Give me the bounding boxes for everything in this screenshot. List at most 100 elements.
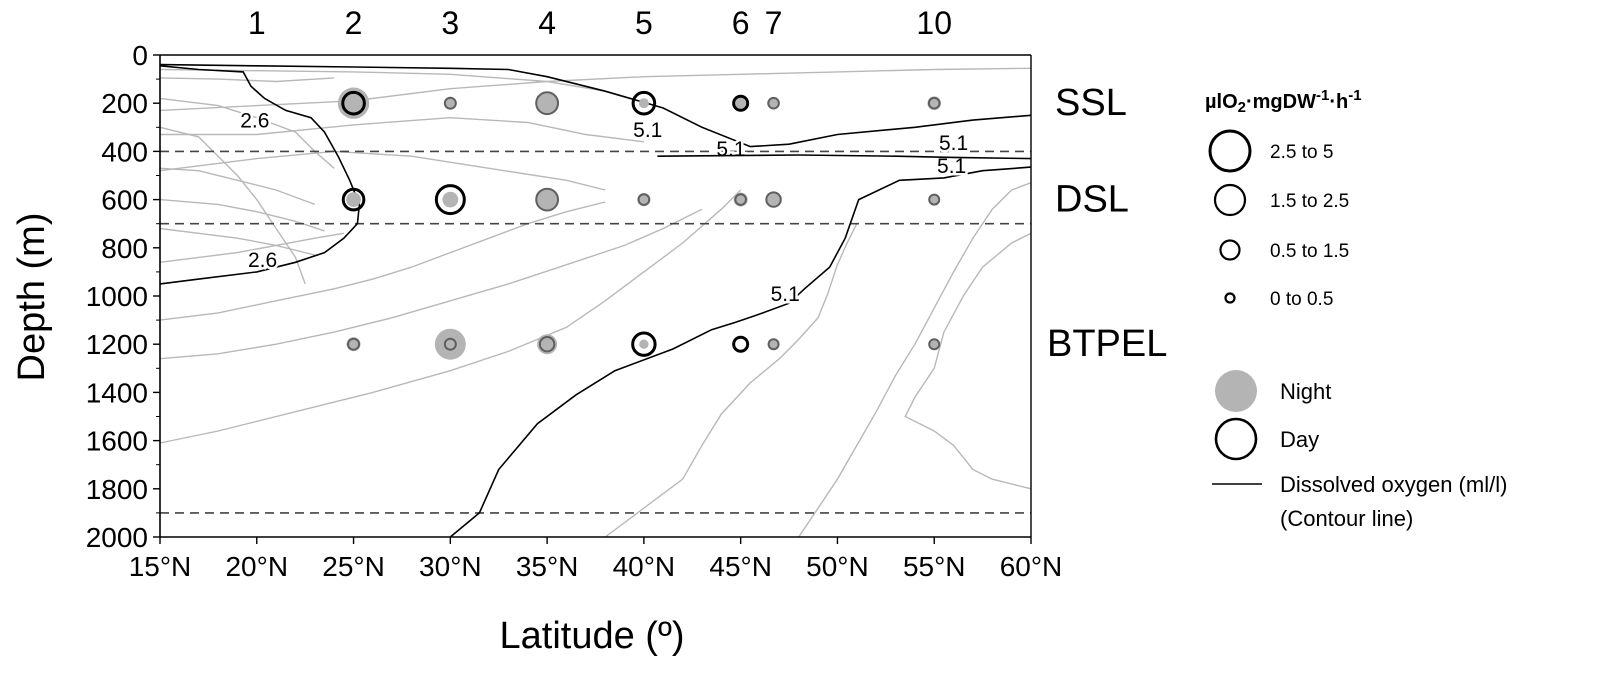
x-tick-label-5: 40°N xyxy=(613,551,676,582)
background-contour-0 xyxy=(159,126,306,285)
legend-size-label-3: 0 to 0.5 xyxy=(1270,289,1333,310)
station-label-4: 4 xyxy=(538,5,556,41)
y-tick-label-1: 200 xyxy=(101,88,148,119)
station-label-2: 2 xyxy=(345,5,363,41)
contour-label-2-2: 5.1 xyxy=(939,132,968,155)
night-bubble-17 xyxy=(639,339,649,349)
station-label-6: 6 xyxy=(732,5,750,41)
layer-boundary-lines xyxy=(160,150,1031,514)
legend-size-label-2: 0.5 to 1.5 xyxy=(1270,241,1349,262)
legend-size-label-1: 1.5 to 2.5 xyxy=(1270,191,1349,212)
day-bubble-13 xyxy=(928,193,941,206)
y-tick-label-6: 1200 xyxy=(86,329,148,360)
night-bubble-15 xyxy=(434,328,466,360)
legend-day-label: Day xyxy=(1280,427,1319,452)
y-tick-label-9: 1800 xyxy=(86,474,148,505)
layer-label-dsl: DSL xyxy=(1055,179,1129,221)
night-bubble-3 xyxy=(638,98,649,109)
station-label-7: 7 xyxy=(765,5,783,41)
bubble-marks xyxy=(337,87,942,360)
background-contour-3 xyxy=(159,198,325,232)
day-bubble-7 xyxy=(341,187,366,212)
day-bubble-3 xyxy=(631,90,657,116)
night-bubble-12 xyxy=(766,192,781,207)
x-tick-label-3: 30°N xyxy=(419,551,482,582)
legend-night-label: Night xyxy=(1280,379,1331,404)
day-bubble-11 xyxy=(734,193,747,206)
day-bubble-17 xyxy=(631,331,657,357)
day-bubble-8 xyxy=(434,184,466,216)
contour-label-0-0: 2.6 xyxy=(248,249,277,272)
x-tick-label-4: 35°N xyxy=(516,551,579,582)
station-label-3: 3 xyxy=(441,5,459,41)
legend-size-circle-3 xyxy=(1224,292,1236,304)
legend-day-swatch xyxy=(1214,417,1258,461)
background-contour-6 xyxy=(159,201,606,321)
x-tick-label-2: 25°N xyxy=(322,551,385,582)
x-tick-label-6: 45°N xyxy=(709,551,772,582)
day-bubble-6 xyxy=(927,96,941,110)
day-bubble-14 xyxy=(347,337,361,351)
layer-label-ssl: SSL xyxy=(1055,82,1127,124)
background-contour-14 xyxy=(904,232,1032,490)
day-bubble-12 xyxy=(765,191,782,208)
day-bubble-18 xyxy=(732,335,750,353)
night-bubble-1 xyxy=(444,97,456,109)
oxygen-contour-2 xyxy=(159,63,1032,148)
legend-size-circle-2 xyxy=(1219,239,1241,261)
x-tick-label-8: 55°N xyxy=(903,551,966,582)
y-tick-label-0: 0 xyxy=(132,40,148,71)
legend-title: µlO2·mgDW-1·h-1 xyxy=(1205,87,1362,116)
x-tick-label-0: 15°N xyxy=(129,551,192,582)
x-tick-label-7: 50°N xyxy=(806,551,869,582)
contour-label-2-1: 5.1 xyxy=(716,138,745,161)
legend-size-circle-0 xyxy=(1208,129,1252,173)
background-contour-5 xyxy=(159,232,345,263)
y-tick-label-7: 1400 xyxy=(86,377,148,408)
y-tick-label-3: 600 xyxy=(101,185,148,216)
background-contour-10 xyxy=(160,116,644,143)
x-tick-label-1: 20°N xyxy=(225,551,288,582)
y-axis-title: Depth (m) xyxy=(11,213,53,382)
night-bubble-18 xyxy=(735,97,746,109)
night-bubble-7 xyxy=(346,192,361,208)
night-bubble-19 xyxy=(768,338,779,350)
y-tick-label-2: 400 xyxy=(101,136,148,167)
background-contour-2 xyxy=(159,167,316,206)
day-bubble-10 xyxy=(637,193,651,206)
station-label-10: 10 xyxy=(916,5,952,41)
background-contour-1 xyxy=(159,97,335,169)
day-bubble-2 xyxy=(535,91,560,116)
x-axis-title: Latitude (º) xyxy=(500,615,685,657)
x-tick-label-9: 60°N xyxy=(1000,551,1063,582)
legend-night-swatch xyxy=(1215,370,1257,412)
y-tick-label-10: 2000 xyxy=(86,522,148,553)
legend-contour-sublabel: (Contour line) xyxy=(1280,506,1413,531)
day-bubble-1 xyxy=(443,96,457,110)
background-contour-4 xyxy=(159,227,315,256)
day-bubble-5 xyxy=(767,96,780,110)
day-bubble-19 xyxy=(767,338,780,351)
y-tick-label-8: 1600 xyxy=(86,426,148,457)
layer-labels: SSL DSL BTPEL xyxy=(1047,82,1167,365)
background-contour-lines xyxy=(159,67,1032,538)
station-label-1: 1 xyxy=(248,5,266,41)
night-bubble-2 xyxy=(535,91,559,115)
contour-label-2-0: 5.1 xyxy=(633,119,662,142)
background-contour-8 xyxy=(159,189,742,444)
day-bubble-0 xyxy=(341,90,366,116)
legend-contour-label: Dissolved oxygen (ml/l) xyxy=(1280,472,1507,497)
legend: µlO2·mgDW-1·h-1 2.5 to 5 1.5 to 2.5 0.5 to… xyxy=(1205,87,1507,531)
oxygen-contour-lines: 2.62.65.15.15.15.1 5.1 xyxy=(159,63,1032,538)
day-bubble-9 xyxy=(535,187,560,212)
oxygen-contour-3 xyxy=(657,154,1032,160)
background-contour-13 xyxy=(798,182,1032,538)
night-bubble-9 xyxy=(535,188,559,211)
day-bubble-15 xyxy=(443,337,457,351)
day-bubble-16 xyxy=(538,336,556,353)
night-bubble-8 xyxy=(442,191,459,208)
background-contour-9 xyxy=(159,67,1032,112)
background-contour-12 xyxy=(604,223,858,538)
y-tick-label-4: 800 xyxy=(101,233,148,264)
contour-label-1-0: 5.1 xyxy=(771,283,800,306)
